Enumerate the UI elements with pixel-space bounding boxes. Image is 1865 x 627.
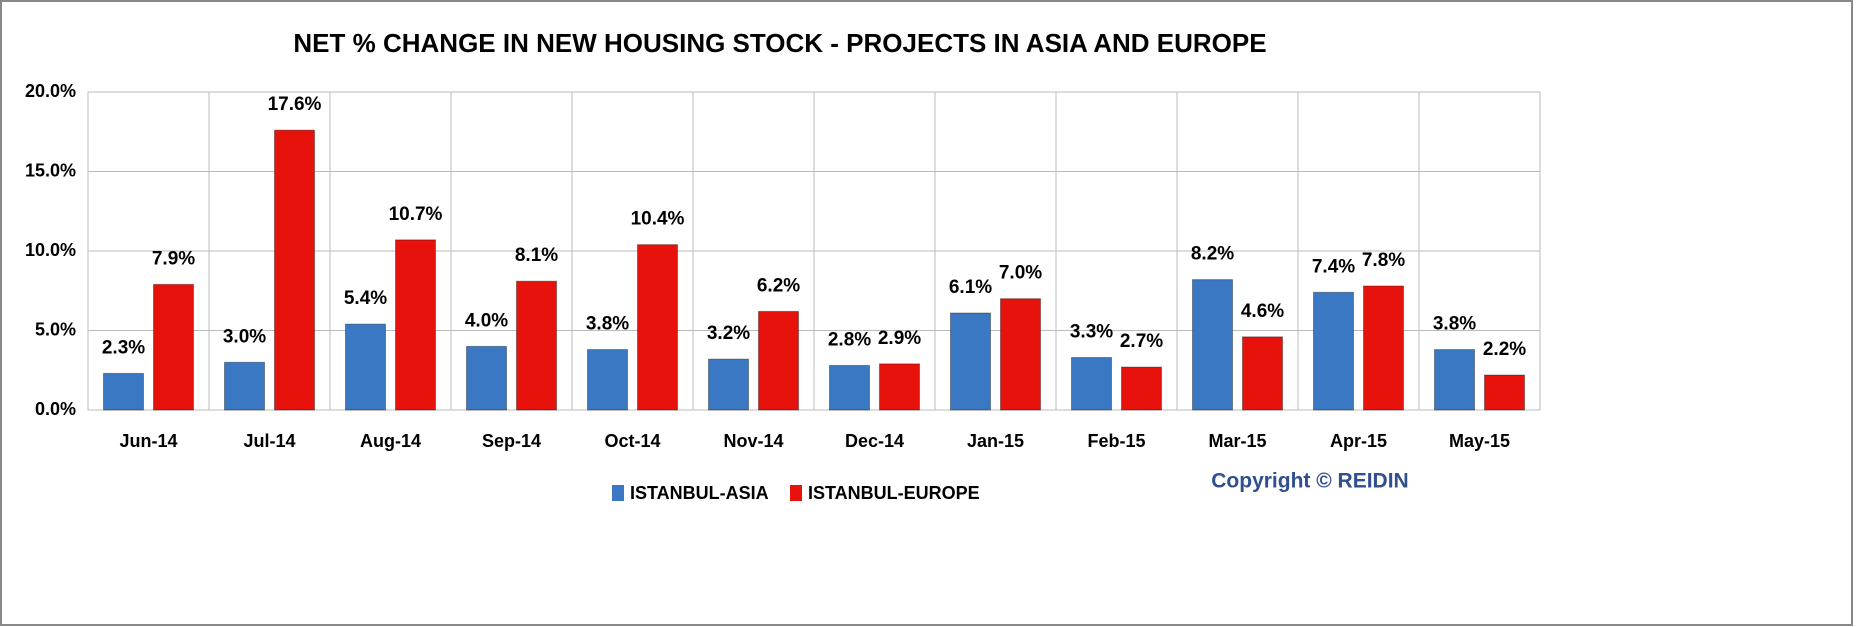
- x-tick-label: Dec-14: [845, 431, 904, 451]
- bar: [103, 372, 144, 411]
- value-label: 3.3%: [1070, 322, 1113, 343]
- value-label: 8.1%: [515, 245, 558, 266]
- value-label: 4.0%: [465, 310, 508, 331]
- bar: [516, 280, 557, 411]
- x-tick-label: Nov-14: [723, 431, 783, 451]
- y-tick-label: 15.0%: [25, 160, 76, 180]
- x-tick-label: May-15: [1449, 431, 1510, 451]
- y-tick-label: 0.0%: [35, 399, 76, 419]
- chart-title: NET % CHANGE IN NEW HOUSING STOCK - PROJ…: [293, 28, 1266, 58]
- x-tick-label: Jul-14: [243, 431, 295, 451]
- x-tick-label: Mar-15: [1208, 431, 1266, 451]
- value-label: 2.9%: [878, 328, 921, 349]
- copyright: Copyright © REIDIN: [1211, 470, 1408, 493]
- bar: [1121, 366, 1162, 411]
- x-tick-label: Apr-15: [1330, 431, 1387, 451]
- bar: [758, 310, 799, 411]
- value-label: 7.0%: [999, 263, 1042, 284]
- value-label: 2.3%: [102, 337, 145, 358]
- bar: [1242, 336, 1283, 411]
- value-label: 3.8%: [1433, 314, 1476, 335]
- bar: [637, 244, 678, 411]
- bar: [1363, 285, 1404, 411]
- value-label: 4.6%: [1241, 301, 1284, 322]
- value-label: 3.8%: [586, 314, 629, 335]
- bar: [1071, 357, 1112, 411]
- bar: [587, 349, 628, 411]
- bar: [395, 239, 436, 411]
- value-label: 17.6%: [268, 94, 322, 115]
- value-label: 10.7%: [389, 204, 443, 225]
- x-tick-label: Aug-14: [360, 431, 421, 451]
- y-tick-label: 5.0%: [35, 319, 76, 339]
- legend-swatch: [790, 485, 802, 501]
- bar: [345, 323, 386, 411]
- bar: [274, 129, 315, 411]
- value-label: 2.2%: [1483, 339, 1526, 360]
- x-tick-label: Oct-14: [604, 431, 660, 451]
- value-label: 6.2%: [757, 275, 800, 296]
- value-label: 3.0%: [223, 326, 266, 347]
- bar: [1434, 349, 1475, 411]
- y-tick-label: 20.0%: [25, 81, 76, 101]
- value-label: 7.8%: [1362, 250, 1405, 271]
- legend-swatch: [612, 485, 624, 501]
- value-label: 8.2%: [1191, 244, 1234, 265]
- x-tick-label: Jan-15: [967, 431, 1024, 451]
- x-tick-label: Jun-14: [119, 431, 177, 451]
- bar: [153, 283, 194, 411]
- bar: [829, 364, 870, 411]
- y-tick-label: 10.0%: [25, 240, 76, 260]
- bar: [1484, 374, 1525, 411]
- value-label: 7.9%: [152, 248, 195, 269]
- bar: [466, 345, 507, 411]
- bar: [1313, 291, 1354, 411]
- value-label: 3.2%: [707, 323, 750, 344]
- legend-label: ISTANBUL-ASIA: [630, 483, 769, 503]
- bar: [1000, 298, 1041, 411]
- value-label: 7.4%: [1312, 256, 1355, 277]
- x-tick-label: Sep-14: [482, 431, 541, 451]
- value-label: 2.8%: [828, 329, 871, 350]
- bar: [950, 312, 991, 411]
- value-label: 2.7%: [1120, 331, 1163, 352]
- bar: [708, 358, 749, 411]
- x-tick-label: Feb-15: [1087, 431, 1145, 451]
- bar: [1192, 279, 1233, 411]
- value-label: 10.4%: [631, 209, 685, 230]
- legend-label: ISTANBUL-EUROPE: [808, 483, 980, 503]
- bar: [879, 363, 920, 411]
- bar: [224, 361, 265, 411]
- value-label: 5.4%: [344, 288, 387, 309]
- value-label: 6.1%: [949, 277, 992, 298]
